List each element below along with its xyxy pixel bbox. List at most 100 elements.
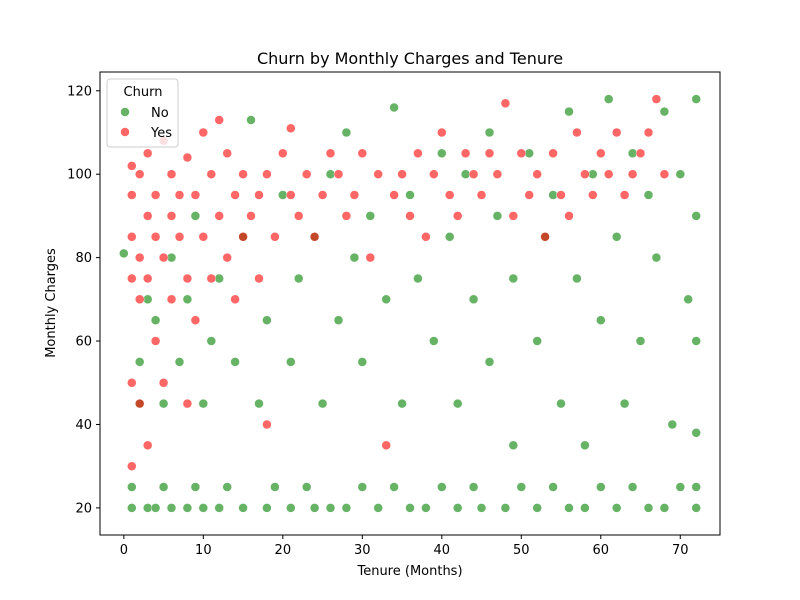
point-yes-65: [405, 211, 415, 221]
point-no-33: [286, 503, 296, 513]
point-yes-81: [532, 169, 542, 179]
point-yes-61: [373, 169, 383, 179]
point-yes-4: [127, 378, 137, 388]
point-yes-95: [643, 127, 654, 138]
point-no-68: [484, 357, 495, 367]
point-yes-15: [150, 232, 161, 242]
point-no-101: [659, 106, 670, 117]
point-no-25: [238, 503, 248, 513]
point-yes-30: [198, 127, 209, 138]
point-no-40: [325, 503, 336, 513]
point-yes-18: [158, 252, 169, 263]
point-no-72: [508, 440, 519, 451]
point-yes-25: [182, 152, 193, 163]
point-no-11: [166, 503, 177, 513]
point-yes-13: [142, 440, 153, 451]
point-no-94: [627, 482, 638, 492]
point-no-53: [397, 398, 407, 409]
point-yes-2: [127, 232, 137, 242]
point-yes-14: [150, 190, 161, 200]
point-yes-63: [389, 190, 399, 200]
point-no-93: [619, 398, 630, 409]
point-yes-6: [134, 169, 145, 179]
legend-label-yes: Yes: [150, 126, 172, 141]
point-yes-69: [437, 127, 447, 138]
point-no-85: [580, 503, 590, 513]
point-no-66: [468, 294, 479, 305]
point-no-27: [246, 115, 256, 125]
point-no-35: [293, 273, 304, 284]
point-no-36: [301, 482, 312, 492]
point-no-67: [476, 503, 487, 513]
point-yes-92: [619, 190, 630, 200]
point-yes-5: [127, 461, 137, 471]
point-yes-28: [190, 190, 201, 200]
point-no-108: [691, 211, 701, 221]
point-no-31: [270, 482, 280, 492]
point-yes-44: [254, 273, 264, 284]
point-yes-26: [182, 273, 193, 284]
legend-label-no: No: [151, 106, 169, 121]
y-axis: 20 40 60 80 100 120: [67, 84, 100, 516]
point-yes-93: [627, 169, 638, 179]
point-no-8: [150, 315, 161, 325]
y-axis-label: Monthly Charges: [44, 248, 59, 358]
point-no-47: [357, 357, 368, 367]
point-yes-8: [134, 294, 145, 305]
point-no-103: [675, 482, 686, 492]
y-tick-label-40: 40: [75, 418, 92, 433]
point-no-55: [405, 190, 415, 200]
legend: Churn No Yes: [106, 78, 179, 148]
point-no-92: [611, 232, 622, 242]
point-yes-72: [460, 148, 471, 159]
point-no-62: [452, 503, 463, 513]
point-yes-50: [286, 190, 296, 200]
point-no-28: [254, 398, 264, 409]
point-yes-75: [484, 148, 495, 159]
point-no-18: [198, 503, 209, 513]
point-yes-29: [190, 315, 201, 325]
point-yes-62: [381, 440, 391, 451]
point-yes-20: [166, 169, 177, 179]
point-no-0: [119, 248, 129, 259]
y-tick-label-80: 80: [75, 251, 92, 266]
point-no-98: [643, 190, 654, 200]
point-yes-58: [349, 190, 360, 200]
point-no-39: [317, 398, 328, 409]
x-tick-label-10: 10: [195, 543, 212, 558]
point-yes-76: [492, 169, 503, 179]
point-no-77: [532, 336, 542, 346]
y-tick-label-60: 60: [75, 335, 92, 350]
point-no-90: [603, 94, 614, 104]
point-no-23: [222, 482, 232, 492]
point-no-15: [182, 294, 193, 305]
point-no-73: [508, 273, 519, 284]
point-no-30: [262, 315, 272, 325]
point-yes-23: [174, 190, 185, 200]
point-no-84: [572, 273, 582, 284]
point-yes-40: [238, 169, 248, 179]
point-no-17: [190, 211, 201, 221]
point-no-7: [150, 503, 161, 513]
point-yes-91: [611, 127, 622, 138]
x-tick-label-0: 0: [120, 543, 128, 558]
chart-title: Churn by Monthly Charges and Tenure: [257, 49, 563, 68]
point-no-65: [468, 482, 479, 492]
point-no-24: [230, 357, 240, 367]
point-no-16: [190, 482, 201, 492]
point-no-111: [691, 428, 701, 438]
point-yes-85: [564, 211, 574, 221]
point-no-52: [389, 102, 399, 113]
point-no-91: [611, 503, 622, 513]
point-yes-59: [357, 148, 368, 159]
point-no-14: [182, 503, 193, 513]
point-no-83: [564, 106, 574, 117]
point-yes-41: [238, 232, 248, 242]
point-no-100: [659, 503, 670, 513]
point-yes-96: [651, 94, 662, 104]
point-no-1: [127, 503, 137, 513]
points-layer: [119, 94, 701, 513]
point-yes-24: [174, 232, 185, 242]
point-no-110: [691, 482, 701, 492]
point-yes-77: [500, 98, 511, 109]
